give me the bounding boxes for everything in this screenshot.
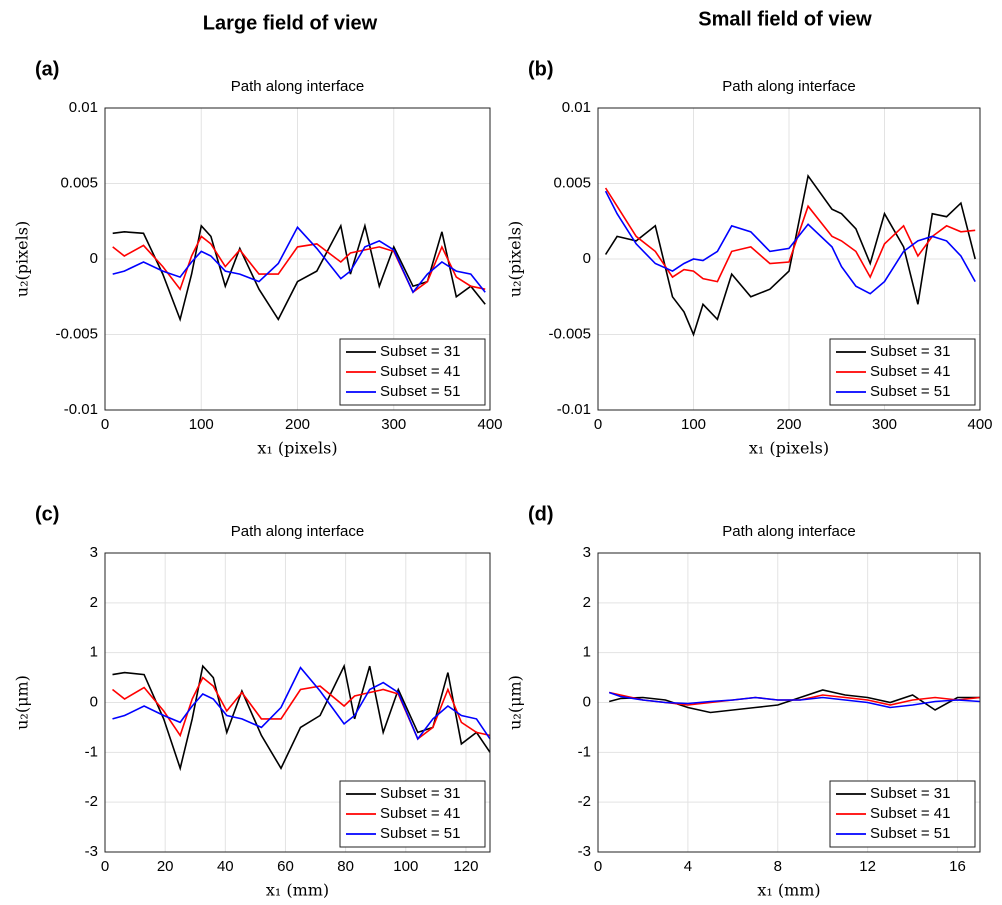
- x-tick-label: 12: [859, 858, 876, 875]
- chart-title: Path along interface: [231, 523, 364, 540]
- x-axis-label: x₁ (pixels): [749, 439, 829, 458]
- y-tick-label: -2: [85, 793, 98, 810]
- x-tick-label: 20: [157, 858, 174, 875]
- legend-label: Subset = 31: [870, 343, 950, 360]
- x-tick-label: 8: [774, 858, 782, 875]
- x-axis-label: x₁ (mm): [266, 881, 329, 900]
- y-axis-label: u₂(pixels): [506, 221, 525, 297]
- data-line: [604, 190, 976, 295]
- x-tick-label: 100: [681, 416, 706, 433]
- x-tick-label: 16: [949, 858, 966, 875]
- y-tick-label: 1: [583, 644, 591, 661]
- x-tick-label: 400: [477, 416, 502, 433]
- legend-label: Subset = 51: [380, 383, 460, 400]
- data-line: [112, 225, 486, 294]
- y-axis-label: u₂(μm): [13, 675, 32, 730]
- x-tick-label: 200: [285, 416, 310, 433]
- x-tick-label: 300: [872, 416, 897, 433]
- y-tick-label: -1: [578, 743, 591, 760]
- plot-frame: [597, 107, 981, 411]
- y-tick-label: -0.005: [55, 325, 98, 342]
- data-line: [604, 187, 976, 283]
- x-tick-label: 80: [337, 858, 354, 875]
- y-tick-label: 3: [583, 544, 591, 561]
- x-tick-label: 40: [217, 858, 234, 875]
- legend-label: Subset = 31: [870, 785, 950, 802]
- x-tick-label: 0: [594, 416, 602, 433]
- legend-label: Subset = 41: [870, 363, 950, 380]
- panel-label: (a): [35, 58, 59, 80]
- x-tick-label: 0: [101, 858, 109, 875]
- y-tick-label: 2: [583, 594, 591, 611]
- x-tick-label: 120: [453, 858, 478, 875]
- data-line: [112, 235, 486, 294]
- data-line: [608, 689, 980, 714]
- x-tick-label: 60: [277, 858, 294, 875]
- y-tick-label: -2: [578, 793, 591, 810]
- panel-label: (d): [528, 503, 554, 525]
- x-tick-label: 400: [967, 416, 992, 433]
- y-tick-label: 1: [90, 644, 98, 661]
- legend-label: Subset = 41: [380, 805, 460, 822]
- y-tick-label: 0: [583, 693, 591, 710]
- panel-label: (b): [528, 58, 554, 80]
- y-tick-label: -0.01: [64, 401, 98, 418]
- column-header: Small field of view: [698, 8, 872, 30]
- x-axis-label: x₁ (pixels): [257, 439, 337, 458]
- panel-label: (c): [35, 503, 59, 525]
- x-axis-label: x₁ (mm): [757, 881, 820, 900]
- x-tick-label: 300: [381, 416, 406, 433]
- plot-frame: [104, 107, 491, 411]
- y-tick-label: 0: [90, 250, 98, 267]
- legend-label: Subset = 51: [870, 825, 950, 842]
- chart-title: Path along interface: [722, 523, 855, 540]
- y-tick-label: 0.005: [553, 174, 591, 191]
- y-tick-label: -3: [578, 843, 591, 860]
- y-tick-label: 0: [583, 250, 591, 267]
- chart-title: Path along interface: [231, 78, 364, 95]
- data-line: [112, 676, 491, 741]
- x-tick-label: 0: [101, 416, 109, 433]
- data-line: [608, 691, 981, 709]
- plot-frame: [597, 552, 981, 853]
- chart-title: Path along interface: [722, 78, 855, 95]
- data-line: [112, 666, 491, 741]
- x-tick-label: 0: [594, 858, 602, 875]
- y-tick-label: -0.005: [548, 325, 591, 342]
- x-tick-label: 100: [393, 858, 418, 875]
- y-tick-label: 0.01: [69, 99, 98, 116]
- y-axis-label: u₂(μm): [506, 675, 525, 730]
- legend-label: Subset = 51: [380, 825, 460, 842]
- x-tick-label: 4: [684, 858, 692, 875]
- legend-label: Subset = 41: [870, 805, 950, 822]
- y-tick-label: 0.01: [562, 99, 591, 116]
- data-line: [604, 173, 976, 337]
- legend-label: Subset = 31: [380, 343, 460, 360]
- y-tick-label: -1: [85, 743, 98, 760]
- legend-label: Subset = 41: [380, 363, 460, 380]
- plot-frame: [104, 552, 491, 853]
- column-header: Large field of view: [203, 12, 378, 34]
- y-tick-label: 2: [90, 594, 98, 611]
- legend-label: Subset = 51: [870, 383, 950, 400]
- x-tick-label: 200: [776, 416, 801, 433]
- y-tick-label: 0.005: [60, 174, 98, 191]
- y-axis-label: u₂(pixels): [13, 221, 32, 297]
- x-tick-label: 100: [189, 416, 214, 433]
- y-tick-label: 3: [90, 544, 98, 561]
- y-tick-label: -3: [85, 843, 98, 860]
- y-tick-label: -0.01: [557, 401, 591, 418]
- y-tick-label: 0: [90, 693, 98, 710]
- legend-label: Subset = 31: [380, 785, 460, 802]
